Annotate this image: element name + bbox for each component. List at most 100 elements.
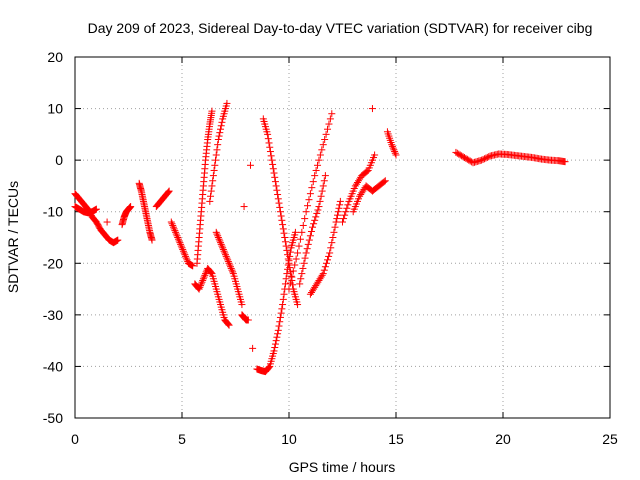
data-point xyxy=(284,251,292,259)
data-point xyxy=(388,141,396,149)
y-tick-label: 0 xyxy=(55,152,63,168)
data-point xyxy=(276,208,284,216)
data-point xyxy=(268,156,276,164)
data-point xyxy=(333,215,341,223)
data-point xyxy=(269,160,277,168)
data-point xyxy=(314,206,322,214)
data-point xyxy=(275,322,283,330)
data-point xyxy=(219,246,227,254)
data-point xyxy=(342,208,350,216)
y-axis: -50 -40 -30 -20 -10 0 10 20 xyxy=(43,49,610,426)
data-point xyxy=(283,270,291,278)
data-point xyxy=(321,263,329,271)
data-point xyxy=(299,221,307,229)
data-point xyxy=(315,203,323,211)
data-point xyxy=(311,216,319,224)
data-point xyxy=(277,309,285,317)
data-point xyxy=(279,301,287,309)
data-point xyxy=(299,264,307,272)
data-point xyxy=(223,99,231,107)
data-point xyxy=(183,256,191,264)
data-point xyxy=(196,283,204,291)
data-point xyxy=(223,254,231,262)
data-point xyxy=(240,203,248,211)
data-point xyxy=(478,156,486,164)
data-point xyxy=(334,211,342,219)
data-point xyxy=(485,153,493,161)
y-axis-label: SDTVAR / TECUs xyxy=(5,181,21,293)
data-point xyxy=(179,246,187,254)
data-point xyxy=(271,340,279,348)
data-point xyxy=(301,215,309,223)
x-axis-label: GPS time / hours xyxy=(289,459,396,475)
data-point xyxy=(316,197,324,205)
data-point xyxy=(215,132,223,140)
data-point xyxy=(210,166,218,174)
data-point xyxy=(274,330,282,338)
data-point xyxy=(321,172,329,180)
plot-frame xyxy=(74,56,611,419)
data-points xyxy=(71,99,569,376)
data-point xyxy=(459,153,467,161)
data-point xyxy=(206,197,214,205)
data-point xyxy=(169,223,177,231)
data-point xyxy=(482,154,490,162)
data-point xyxy=(318,146,326,154)
data-point xyxy=(466,157,474,165)
data-point xyxy=(271,178,279,186)
data-point xyxy=(168,220,176,228)
data-point xyxy=(174,235,182,243)
data-point xyxy=(274,191,282,199)
data-point xyxy=(325,252,333,260)
data-point xyxy=(265,363,273,371)
data-point xyxy=(319,141,327,149)
data-point xyxy=(306,232,314,240)
data-point xyxy=(318,271,326,279)
x-tick-label: 20 xyxy=(495,431,511,447)
data-point xyxy=(229,268,237,276)
data-point xyxy=(327,244,335,252)
data-point xyxy=(280,290,288,298)
data-point xyxy=(561,158,569,166)
data-point xyxy=(207,192,215,200)
data-point xyxy=(319,270,327,278)
data-point xyxy=(331,223,339,231)
data-point xyxy=(182,252,190,260)
data-point xyxy=(298,228,306,236)
y-tick-label: -50 xyxy=(43,410,63,426)
data-point xyxy=(213,230,221,238)
data-point xyxy=(266,148,274,156)
data-point xyxy=(317,192,325,200)
data-point xyxy=(388,142,396,150)
data-point xyxy=(296,280,304,288)
data-point xyxy=(164,189,172,197)
data-point xyxy=(326,249,334,257)
data-point xyxy=(182,254,190,262)
data-point xyxy=(216,237,224,245)
data-point xyxy=(224,256,232,264)
data-point xyxy=(227,264,235,272)
data-point xyxy=(276,313,284,321)
data-point xyxy=(215,235,223,243)
data-point xyxy=(224,320,232,328)
data-point xyxy=(483,153,491,161)
data-point xyxy=(214,234,222,241)
data-point xyxy=(286,279,294,287)
data-point xyxy=(216,129,224,137)
data-point xyxy=(214,141,222,149)
data-point xyxy=(322,259,330,267)
data-point xyxy=(292,255,300,263)
data-point xyxy=(390,146,398,154)
data-point xyxy=(273,186,281,194)
data-point xyxy=(127,203,135,211)
data-point xyxy=(180,249,188,257)
data-point xyxy=(453,149,461,157)
data-point xyxy=(195,285,203,293)
y-tick-label: -20 xyxy=(43,255,63,271)
data-point xyxy=(217,125,225,133)
data-point xyxy=(214,136,222,144)
data-point xyxy=(212,228,220,236)
data-point xyxy=(213,146,221,154)
data-point xyxy=(392,151,400,159)
data-point xyxy=(456,151,464,159)
